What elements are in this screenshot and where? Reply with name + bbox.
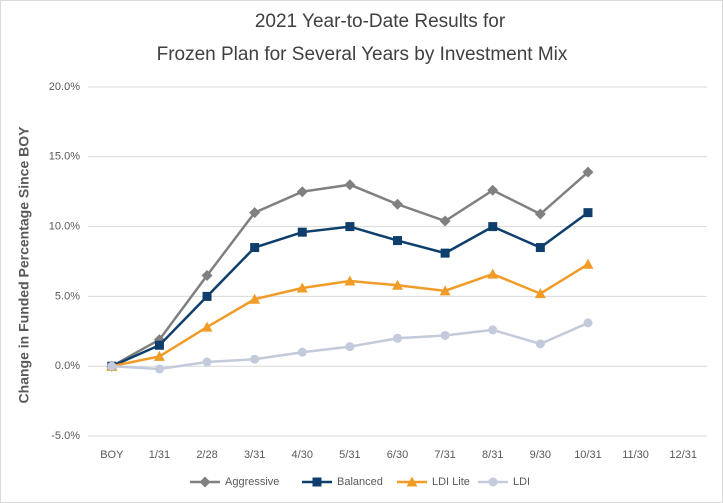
marker [154,340,164,350]
x-tick-label: 9/30 [530,449,551,461]
marker [440,248,450,258]
marker [154,364,164,374]
legend-marker [312,477,322,487]
marker [582,258,594,269]
x-tick-label: BOY [100,449,124,461]
marker [344,275,356,286]
marker [153,350,165,361]
marker [107,361,117,371]
marker [535,243,545,253]
marker [583,208,593,218]
x-tick-label: 8/31 [482,449,503,461]
x-tick-label: 11/30 [622,449,649,461]
marker [440,330,450,340]
chart-title: Frozen Plan for Several Years by Investm… [157,44,568,65]
marker [488,325,498,335]
marker [297,347,307,357]
marker [344,179,356,191]
marker [393,236,402,246]
legend-label: LDI Lite [432,476,470,488]
marker [392,198,403,210]
legend-marker [199,476,211,488]
marker [534,288,546,299]
x-tick-label: 6/30 [387,449,408,461]
marker [296,186,308,198]
x-tick-label: 10/31 [574,449,602,461]
y-tick-label: 5.0% [55,290,80,302]
marker [345,222,355,232]
marker [582,166,594,178]
marker [297,227,307,237]
legend-label: Balanced [337,476,383,488]
y-tick-label: 15.0% [49,151,80,163]
marker [249,207,261,219]
marker [296,282,308,293]
marker [250,354,260,364]
x-tick-label: 3/31 [244,449,265,461]
marker [393,333,402,343]
x-tick-label: 7/31 [434,449,455,461]
marker [488,222,498,232]
legend-label: LDI [513,476,530,488]
y-tick-label: 20.0% [49,81,80,93]
marker [201,321,213,332]
marker [439,215,451,227]
marker [201,269,213,281]
marker [249,293,261,304]
y-tick-label: 0.0% [55,360,80,372]
marker [535,339,545,349]
x-tick-label: 5/31 [339,449,360,461]
marker [250,243,260,253]
x-tick-label: 1/31 [149,449,170,461]
marker [202,291,212,301]
x-tick-label: 4/30 [292,449,313,461]
marker [345,342,355,352]
marker [534,208,546,220]
legend-label: Aggressive [225,476,279,488]
legend-marker [406,476,418,487]
marker [439,285,451,296]
y-tick-label: -5.0% [51,430,80,442]
legend-marker [488,477,498,487]
x-tick-label: 2/28 [196,449,217,461]
y-tick-label: 10.0% [49,221,80,233]
marker [583,318,593,328]
marker [487,268,499,279]
chart-title: 2021 Year-to-Date Results for [255,11,506,32]
marker [392,279,403,290]
marker [487,184,499,196]
marker [202,357,212,367]
y-axis-label: Change in Funded Percentage Since BOY [16,126,32,404]
x-tick-label: 12/31 [669,449,697,461]
